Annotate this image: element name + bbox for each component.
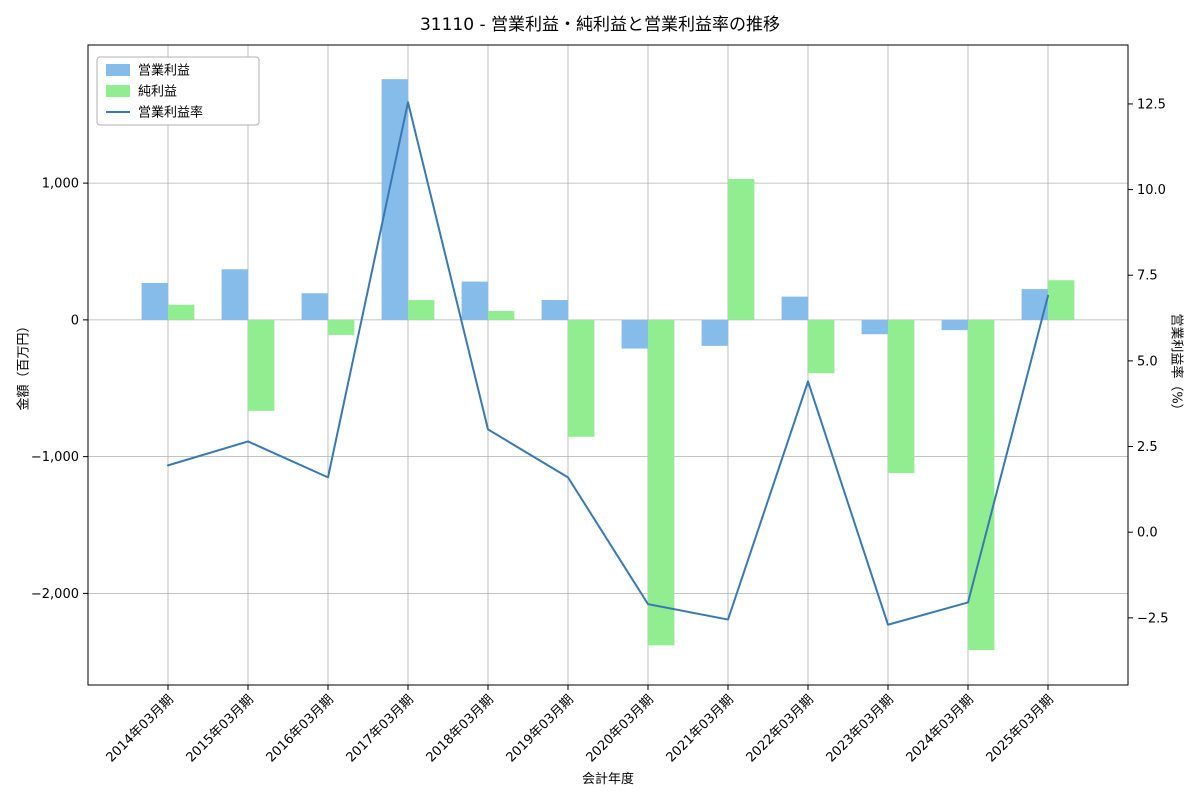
bar (328, 319, 355, 335)
bar (1048, 280, 1075, 320)
y-tick-label-right: 7.5 (1137, 269, 1158, 284)
bar (1021, 289, 1048, 320)
x-axis-label: 会計年度 (581, 772, 634, 787)
x-tick-label: 2016年03月期 (264, 692, 337, 765)
bar-series-0 (141, 79, 1048, 349)
y-tick-label-right: 2.5 (1137, 440, 1158, 455)
legend-swatch (106, 85, 130, 97)
y-tick-label-right: 0.0 (1137, 526, 1158, 541)
bar (941, 319, 968, 331)
y-tick-label-right: 12.5 (1137, 97, 1166, 112)
bar (488, 310, 515, 320)
bar (408, 300, 435, 320)
operating-margin-line (167, 101, 1049, 626)
y-tick-label-left: −2,000 (31, 587, 79, 602)
x-tick-label: 2024年03月期 (904, 692, 977, 765)
chart-title: 31110 - 営業利益・純利益と営業利益率の推移 (419, 15, 781, 35)
tick-labels: 1,000 0 −1,000 −2,000 12.5 10.0 7.5 5.0 2.5 0.0 −2… (31, 97, 1169, 765)
x-tick-label: 2022年03月期 (744, 692, 817, 765)
bar (461, 281, 488, 320)
y-tick-label-right: 5.0 (1137, 354, 1158, 369)
legend-box (96, 56, 260, 126)
y-tick-label-left: 0 (71, 313, 79, 328)
x-tick-label: 2017年03月期 (344, 692, 417, 765)
bar (621, 319, 648, 349)
bar (381, 79, 408, 320)
y-tick-label-left: −1,000 (31, 450, 79, 465)
y-tick-label-right: −2.5 (1137, 611, 1169, 626)
bar-series-1 (168, 179, 1075, 651)
x-tick-label: 2015年03月期 (184, 692, 257, 765)
legend-label: 純利益 (138, 85, 177, 100)
bar (968, 319, 995, 651)
y-tick-label-left: 1,000 (42, 177, 79, 192)
x-tick-label: 2021年03月期 (664, 692, 737, 765)
x-tick-label: 2018年03月期 (424, 692, 497, 765)
bar (168, 304, 195, 320)
bar (141, 282, 168, 320)
bar (701, 319, 728, 346)
bar (861, 319, 888, 335)
x-tick-label: 2023年03月期 (824, 692, 897, 765)
x-tick-label: 2025年03月期 (984, 692, 1057, 765)
bar (808, 319, 835, 374)
bar (541, 300, 568, 320)
x-tick-label: 2014年03月期 (104, 692, 177, 765)
legend-label: 営業利益率 (138, 105, 203, 121)
bar (248, 319, 275, 411)
x-tick-label: 2019年03月期 (504, 692, 577, 765)
bar (648, 319, 675, 646)
x-tick-label: 2020年03月期 (584, 692, 657, 765)
y-tick-label-right: 10.0 (1137, 183, 1166, 198)
bar (888, 319, 915, 474)
legend-swatch (106, 64, 130, 76)
bar (568, 319, 595, 437)
legend-label: 営業利益 (138, 63, 190, 79)
plot-border (87, 44, 1129, 686)
tick-marks (83, 103, 1133, 690)
bar (728, 179, 755, 320)
bar (301, 293, 328, 320)
bar (221, 269, 248, 320)
bar (781, 296, 808, 320)
